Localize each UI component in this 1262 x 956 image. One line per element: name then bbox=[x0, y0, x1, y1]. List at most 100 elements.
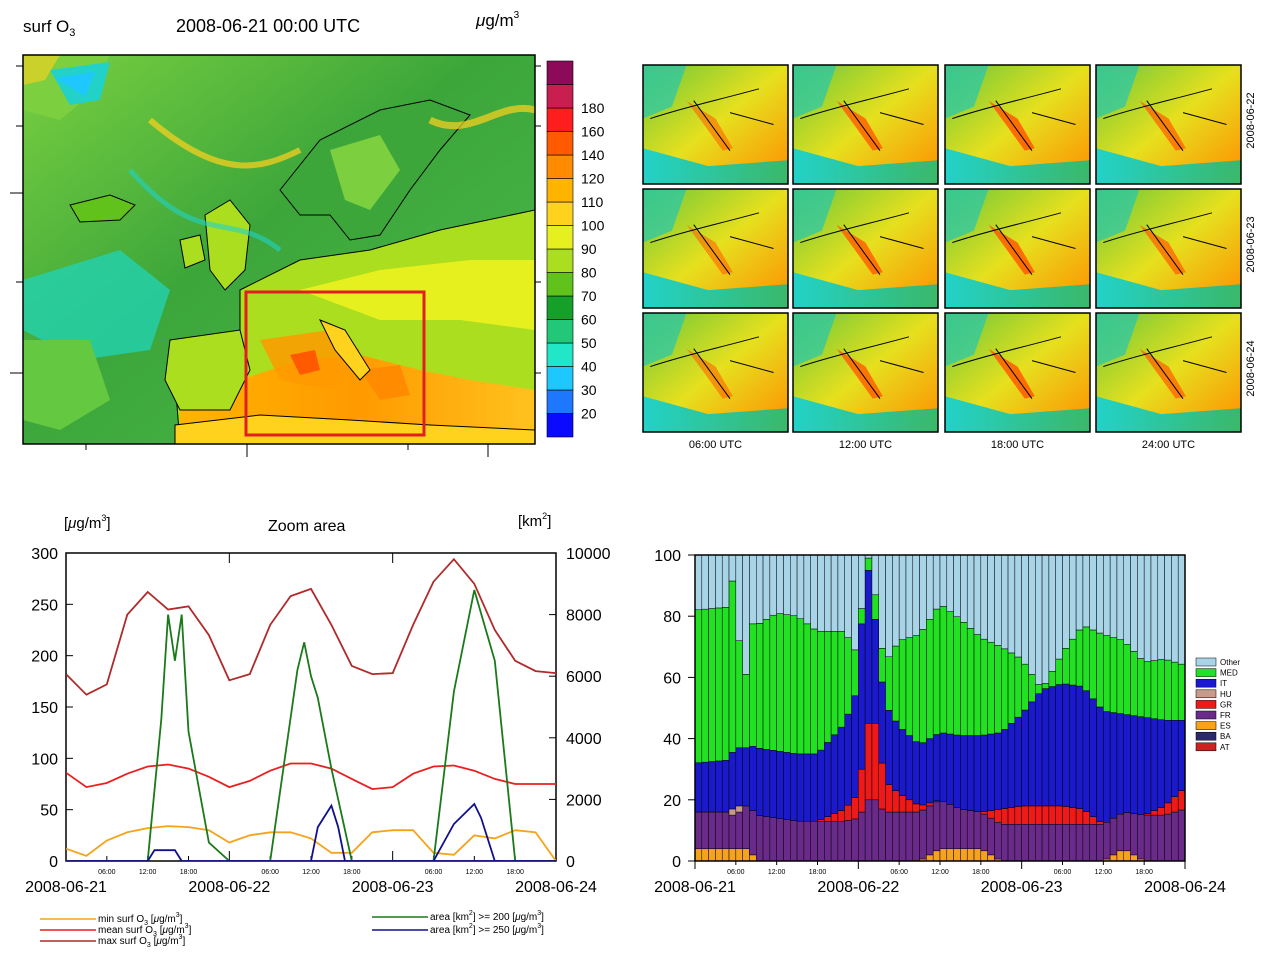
bar-segment-other bbox=[966, 554, 975, 629]
colorbar-swatch bbox=[546, 107, 574, 132]
bar-x-minor-tick-label: 06:00 bbox=[727, 869, 745, 876]
bar-segment-fr bbox=[796, 820, 805, 862]
bar-segment-med bbox=[790, 615, 798, 754]
colorbar-label: 180 bbox=[581, 100, 605, 116]
stack-legend-label: FR bbox=[1220, 711, 1231, 720]
bar-segment-other bbox=[1096, 554, 1104, 634]
bar-segment-med bbox=[1069, 638, 1077, 686]
bar-segment-es bbox=[1130, 854, 1138, 862]
bar-segment-it bbox=[966, 735, 975, 811]
stack-legend-swatch bbox=[1195, 731, 1217, 741]
stacked-bar bbox=[1069, 554, 1077, 862]
stacked-bar bbox=[1150, 554, 1159, 862]
x-minor-tick-label: 18:00 bbox=[180, 869, 198, 876]
bar-segment-other bbox=[1103, 554, 1111, 636]
bar-segment-other bbox=[851, 554, 859, 651]
bar-segment-it bbox=[864, 570, 873, 724]
stack-legend-swatch bbox=[1195, 710, 1217, 720]
bar-segment-it bbox=[1164, 719, 1172, 804]
bar-segment-gr bbox=[987, 810, 995, 819]
bar-y-tick-label: 40 bbox=[663, 732, 681, 749]
mini-map-border-lines bbox=[650, 88, 774, 151]
bar-segment-med bbox=[987, 641, 995, 735]
x-minor-tick-label: 18:00 bbox=[343, 869, 361, 876]
mini-map-border-lines bbox=[800, 336, 924, 399]
bar-segment-other bbox=[824, 554, 832, 632]
main-map-panel: surf O3 2008-06-21 00:00 UTC μg/m3 bbox=[10, 10, 541, 457]
mini-map bbox=[1095, 188, 1242, 309]
bar-segment-fr bbox=[912, 811, 920, 862]
bar-segment-it bbox=[1103, 711, 1111, 823]
mini-map-col-label: 06:00 UTC bbox=[689, 439, 742, 451]
bar-x-major-tick-label: 2008-06-24 bbox=[1144, 879, 1226, 896]
bar-segment-med bbox=[1021, 663, 1029, 711]
stacked-bar bbox=[796, 554, 805, 862]
bar-segment-other bbox=[735, 554, 743, 641]
bar-segment-fr bbox=[728, 814, 737, 850]
legend-text-part: g/m bbox=[521, 925, 538, 936]
stack-legend-label: Other bbox=[1220, 658, 1240, 667]
bar-segment-gr bbox=[980, 811, 988, 815]
stacked-bar bbox=[1062, 554, 1070, 862]
bar-segment-other bbox=[1075, 554, 1084, 631]
bar-segment-gr bbox=[1014, 806, 1022, 825]
series-line bbox=[66, 589, 556, 861]
bar-segment-gr bbox=[898, 795, 907, 813]
bar-segment-other bbox=[1028, 554, 1036, 675]
bar-segment-fr bbox=[1021, 824, 1029, 862]
bar-segment-med bbox=[892, 645, 900, 722]
mini-map-sea bbox=[945, 396, 1090, 432]
bar-segment-gr bbox=[1164, 802, 1172, 815]
y-left-tick-label: 0 bbox=[49, 854, 58, 871]
bar-segment-fr bbox=[851, 818, 859, 862]
stack-legend-swatch bbox=[1195, 742, 1217, 752]
mini-map-cool bbox=[1096, 65, 1140, 119]
mini-map bbox=[792, 64, 939, 185]
bar-segment-other bbox=[1014, 554, 1022, 658]
bar-segment-fr bbox=[919, 809, 927, 860]
bar-segment-it bbox=[1041, 688, 1050, 807]
bar-segment-hu bbox=[728, 808, 737, 816]
bar-segment-other bbox=[871, 554, 880, 596]
mini-map-frame bbox=[944, 188, 1091, 309]
stack-legend-label: ES bbox=[1220, 722, 1231, 731]
stacked-bar bbox=[926, 554, 934, 862]
mini-map-frame bbox=[642, 312, 789, 433]
stacked-bar bbox=[966, 554, 975, 862]
bar-y-tick-label: 60 bbox=[663, 670, 681, 687]
bar-segment-it bbox=[1137, 716, 1145, 815]
mini-map-sea bbox=[945, 272, 1090, 308]
bar-x-minor-tick-label: 06:00 bbox=[1054, 869, 1072, 876]
bar-segment-es bbox=[728, 848, 737, 862]
legend-text-part: ] bbox=[182, 936, 185, 947]
mini-map bbox=[642, 64, 789, 185]
stacked-bar bbox=[728, 554, 737, 862]
bar-x-minor-tick-label: 12:00 bbox=[1095, 869, 1113, 876]
stacked-bar bbox=[810, 554, 818, 862]
mini-map-row-label: 2008-06-23 bbox=[1245, 216, 1257, 272]
bar-segment-med bbox=[721, 607, 730, 761]
bar-segment-fr bbox=[953, 807, 961, 850]
legend-text-part: min surf O bbox=[98, 914, 144, 925]
y-right-tick-label: 8000 bbox=[566, 608, 602, 625]
stacked-bar bbox=[790, 554, 798, 862]
bar-segment-gr bbox=[824, 816, 832, 822]
bar-segment-gr bbox=[1028, 805, 1036, 825]
bar-segment-med bbox=[905, 637, 914, 736]
bar-segment-it bbox=[1096, 706, 1104, 822]
bar-segment-other bbox=[1055, 554, 1063, 660]
bar-segment-other bbox=[905, 554, 914, 638]
bar-segment-med bbox=[858, 608, 866, 625]
bar-segment-med bbox=[1116, 639, 1125, 714]
mini-map-col-label: 18:00 UTC bbox=[991, 439, 1044, 451]
bar-segment-it bbox=[1177, 719, 1186, 791]
bar-segment-med bbox=[946, 611, 954, 735]
mini-map-cool bbox=[1096, 313, 1140, 367]
bar-segment-med bbox=[878, 648, 886, 683]
bar-segment-other bbox=[1130, 554, 1138, 652]
bar-segment-it bbox=[1035, 693, 1043, 807]
mini-map bbox=[1095, 312, 1242, 433]
bar-segment-fr bbox=[837, 820, 845, 862]
bar-segment-es bbox=[1116, 850, 1125, 862]
bar-segment-other bbox=[1062, 554, 1070, 649]
